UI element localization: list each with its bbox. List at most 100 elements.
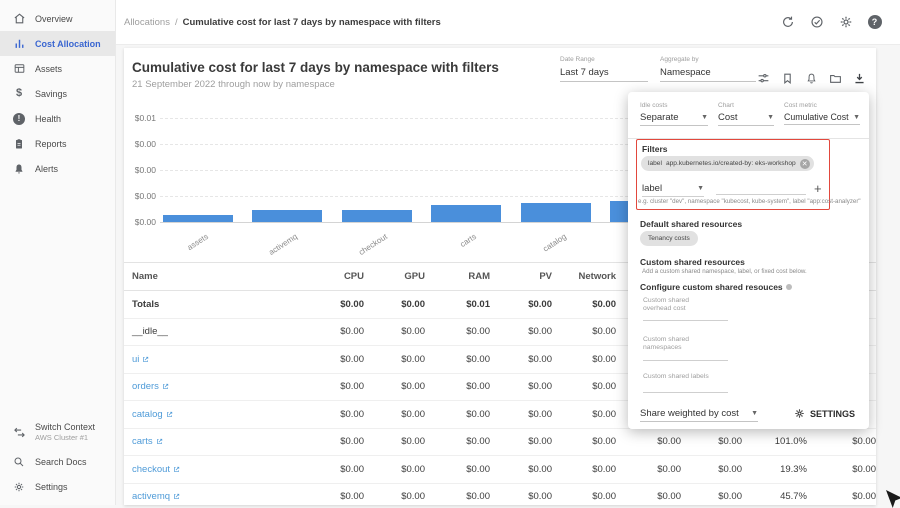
row-cell: $0.00	[401, 463, 425, 475]
row-cell: $0.00	[657, 436, 681, 448]
sidebar-item-switch-context[interactable]: Switch Context AWS Cluster #1	[0, 415, 115, 449]
row-cell: $0.00	[401, 298, 425, 310]
row-name: Totals	[132, 298, 160, 310]
tune-icon[interactable]	[757, 72, 770, 85]
table-header-cell[interactable]: CPU	[343, 271, 364, 282]
breadcrumb-current: Cumulative cost for last 7 days by names…	[182, 16, 441, 28]
sidebar-item-alerts[interactable]: Alerts	[0, 156, 115, 181]
chart-gridline	[160, 222, 868, 223]
row-cell: $0.00	[340, 408, 364, 420]
download-icon[interactable]	[853, 72, 866, 85]
row-cell: $0.00	[657, 463, 681, 475]
chart-bar[interactable]	[163, 215, 233, 222]
external-link-icon	[166, 411, 172, 417]
bell-icon[interactable]	[805, 72, 818, 85]
chart-select[interactable]: Chart Cost ▼	[718, 102, 774, 126]
row-name-link[interactable]: checkout	[132, 464, 180, 475]
table-header-cell[interactable]: Network	[578, 271, 616, 282]
filter-value-input[interactable]	[716, 185, 806, 195]
row-name-link[interactable]: activemq	[132, 491, 180, 502]
custom-overhead-label: Custom shared overhead cost	[643, 297, 690, 313]
row-cell: $0.00	[528, 326, 552, 338]
row-cell: $0.00	[401, 408, 425, 420]
settings-button[interactable]: SETTINGS	[794, 408, 855, 419]
cost-metric-select[interactable]: Cost metric Cumulative Cost ▼	[784, 102, 860, 125]
check-circle-icon[interactable]	[809, 15, 824, 30]
table-header-cell[interactable]: GPU	[404, 271, 425, 282]
row-cell: $0.00	[401, 381, 425, 393]
external-link-icon	[163, 384, 169, 390]
sidebar-item-reports[interactable]: Reports	[0, 131, 115, 156]
row-cell: $0.00	[466, 463, 490, 475]
table-header-cell[interactable]: RAM	[468, 271, 490, 282]
row-cell: $0.00	[466, 491, 490, 503]
filter-chip[interactable]: label app.kubernetes.io/created-by: eks-…	[641, 156, 814, 171]
chart-bar[interactable]	[431, 205, 501, 222]
row-name-link[interactable]: catalog	[132, 409, 173, 420]
filter-helper-text: e.g. cluster "dev", namespace "kubecost,…	[638, 198, 861, 205]
breadcrumb-parent[interactable]: Allocations	[124, 16, 170, 28]
tenancy-costs-chip[interactable]: Tenancy costs	[640, 231, 698, 246]
custom-overhead-input[interactable]	[643, 311, 728, 321]
custom-namespaces-input[interactable]	[643, 351, 728, 361]
sidebar-item-search-docs[interactable]: Search Docs	[0, 449, 115, 474]
table-row: catalog $0.00 $0.00 $0.00 $0.00 $0.00	[124, 401, 876, 429]
sidebar-item-settings[interactable]: Settings	[0, 474, 115, 499]
folder-icon[interactable]	[829, 72, 842, 85]
sidebar-item-overview[interactable]: Overview	[0, 6, 115, 31]
table-row: activemq $0.00 $0.00 $0.00 $0.00 $0.00 $0.00 $0…	[124, 484, 876, 506]
gear-icon[interactable]	[838, 15, 853, 30]
sidebar-item-cost-allocation[interactable]: Cost Allocation	[0, 31, 115, 56]
add-filter-button[interactable]: +	[814, 181, 822, 196]
filter-key-value: label	[642, 183, 663, 194]
close-icon[interactable]: ✕	[799, 158, 810, 169]
custom-shared-description: Add a custom shared namespace, label, or…	[642, 268, 807, 275]
aggregate-by-label: Aggregate by	[660, 56, 699, 63]
default-shared-title: Default shared resources	[640, 219, 743, 229]
row-cell: $0.00	[852, 436, 876, 448]
row-cell: $0.00	[340, 436, 364, 448]
share-weighted-select[interactable]: Share weighted by cost ▼	[640, 405, 758, 422]
cost-metric-value: Cumulative Cost	[784, 112, 849, 122]
row-cell: $0.00	[657, 491, 681, 503]
custom-labels-input[interactable]	[643, 383, 728, 393]
chart-bar[interactable]	[342, 210, 412, 222]
chart-bar[interactable]	[521, 203, 591, 222]
chart-bar[interactable]	[252, 210, 322, 222]
sidebar-item-savings[interactable]: $ Savings	[0, 81, 115, 106]
date-range-value[interactable]: Last 7 days	[560, 63, 648, 82]
row-cell: $0.00	[401, 436, 425, 448]
row-cell: $0.00	[852, 463, 876, 475]
refresh-icon[interactable]	[780, 15, 795, 30]
row-name-link[interactable]: carts	[132, 436, 163, 447]
filter-key-select[interactable]: label ▼	[642, 180, 704, 197]
help-icon[interactable]: ?	[867, 15, 882, 30]
row-cell: $0.00	[528, 436, 552, 448]
sidebar-item-health[interactable]: ! Health	[0, 106, 115, 131]
aggregate-by-value[interactable]: Namespace	[660, 63, 756, 82]
table-header-cell[interactable]: Name	[132, 271, 158, 282]
row-cell: $0.01	[466, 298, 490, 310]
row-name-link[interactable]: orders	[132, 381, 169, 392]
gear-icon	[795, 409, 804, 418]
row-cell: 19.3%	[780, 463, 807, 475]
bell-icon	[12, 162, 26, 176]
report-toolbar	[757, 72, 866, 85]
chart-y-tick-label: $0.00	[134, 165, 156, 175]
row-cell: $0.00	[340, 381, 364, 393]
sidebar-item-assets[interactable]: Assets	[0, 56, 115, 81]
idle-costs-select[interactable]: Idle costs Separate ▼	[640, 102, 708, 126]
chart-gridline	[160, 170, 868, 171]
table-row: __idle__ $0.00 $0.00 $0.00 $0.00 $0.00	[124, 319, 876, 346]
cost-metric-label: Cost metric	[784, 102, 817, 109]
breadcrumb: Allocations / Cumulative cost for last 7…	[124, 17, 441, 28]
info-icon[interactable]	[785, 284, 792, 290]
table-row: orders $0.00 $0.00 $0.00 $0.00 $0.00	[124, 374, 876, 401]
date-range-field[interactable]: Date Range Last 7 days	[560, 56, 648, 82]
chevron-down-icon: ▼	[853, 113, 860, 121]
table-header-cell[interactable]: PV	[539, 271, 552, 282]
bookmark-icon[interactable]	[781, 72, 794, 85]
row-cell: $0.00	[592, 298, 616, 310]
row-name-link[interactable]: ui	[132, 354, 149, 365]
aggregate-by-field[interactable]: Aggregate by Namespace	[660, 56, 756, 82]
